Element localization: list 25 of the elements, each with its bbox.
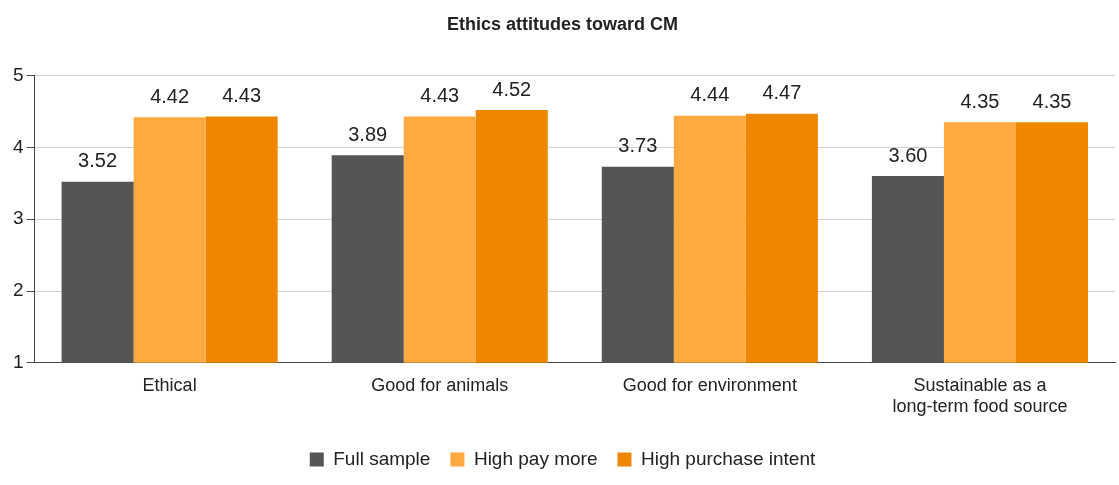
- data-label: 4.35: [960, 89, 1000, 112]
- x-tick-label: Ethical: [142, 374, 197, 395]
- data-label: 3.52: [78, 149, 118, 172]
- data-label: 4.52: [492, 77, 532, 100]
- data-label: 4.35: [1032, 89, 1072, 112]
- legend-label: High pay more: [473, 447, 598, 469]
- data-label: 3.60: [888, 143, 928, 166]
- legend-label: Full sample: [333, 447, 431, 469]
- data-label: 3.73: [618, 134, 658, 157]
- y-tick-label: 1: [12, 351, 24, 373]
- data-label: 4.43: [222, 84, 262, 107]
- x-tick-label: Good for environment: [622, 374, 797, 395]
- data-label: 4.47: [762, 81, 802, 104]
- data-label: 4.43: [420, 84, 460, 107]
- x-tick-label: Good for animals: [371, 374, 509, 395]
- y-tick-label: 2: [12, 279, 24, 301]
- chart-title: Ethics attitudes toward CM: [446, 13, 679, 34]
- data-label: 3.89: [348, 122, 388, 145]
- legend-label: High purchase intent: [640, 447, 816, 469]
- y-tick-label: 5: [12, 63, 24, 85]
- data-label: 4.42: [150, 84, 190, 107]
- data-label: 4.44: [690, 83, 730, 106]
- y-tick-label: 4: [12, 135, 24, 157]
- y-tick-label: 3: [12, 207, 24, 229]
- x-tick-label: Sustainable as a long-term food source: [892, 374, 1068, 417]
